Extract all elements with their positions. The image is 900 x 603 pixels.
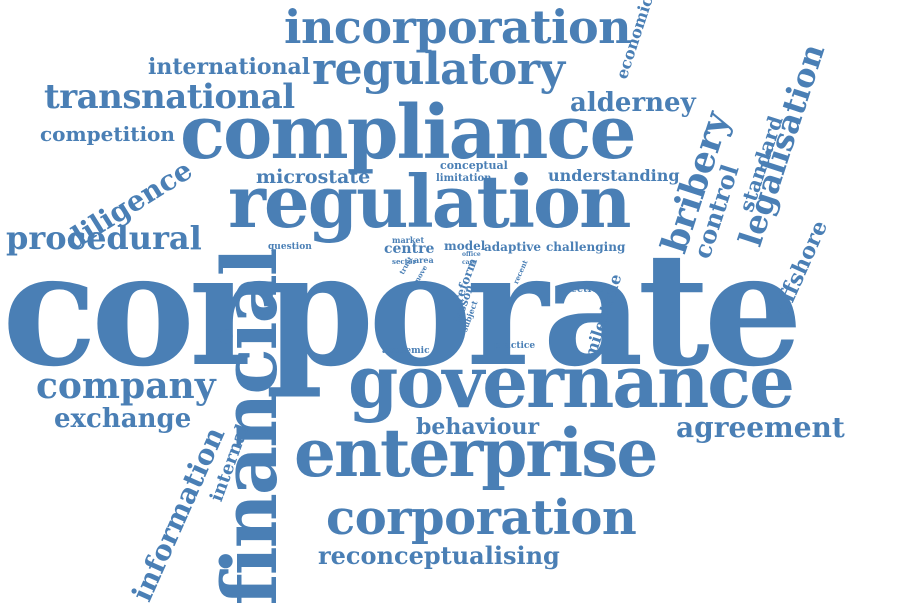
word-competition: competition [40,122,175,146]
word-exchange: exchange [54,404,192,434]
word-corporation: corporation [326,490,637,546]
word-incorporation: incorporation [284,0,632,54]
word-international: international [148,54,311,80]
word-agreement: agreement [676,411,845,444]
word-question: question [268,242,312,252]
word-area: area [414,255,434,265]
word-understanding: understanding [548,166,680,185]
word-reconceptualising: reconceptualising [318,541,560,570]
word-model: model [444,239,486,253]
word-company: company [36,365,216,407]
word-compliance: compliance [180,90,637,176]
word-behaviour: behaviour [416,414,540,440]
word-transnational: transnational [44,77,295,117]
word-sector: sector [392,257,417,266]
word-conceptual: conceptual [440,159,508,172]
word-academic: academic [382,346,430,356]
word-adaptive: adaptive [484,240,542,254]
word-centre: centre [384,241,435,257]
word-regulatory: regulatory [312,44,565,95]
word-limitation: limitation [436,173,492,184]
word-case: case [462,259,477,266]
word-enterprise: enterprise [294,414,658,492]
word-procedural: procedural [6,219,202,257]
word-alderney: alderney [570,88,696,118]
word-market: market [392,235,425,245]
word-practice: practice [494,341,536,351]
word-corporate: corporate [2,218,803,401]
word-regulation: regulation [228,159,631,244]
word-office: office [462,251,481,258]
word-microstate: microstate [256,166,371,188]
word-governance: governance [348,339,795,424]
word-challenging: challenging [546,240,626,254]
word-effective: effective [556,284,604,295]
